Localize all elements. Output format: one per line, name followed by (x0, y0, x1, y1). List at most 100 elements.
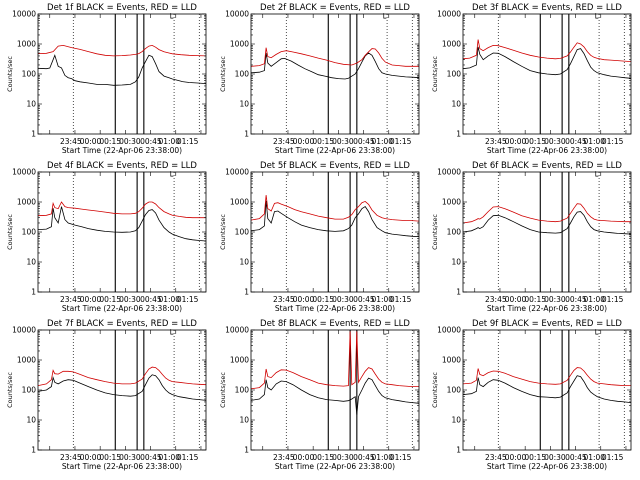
x-tick-label: 00:45 (353, 137, 375, 146)
x-tick-label: 01:00 (583, 295, 605, 304)
y-tick-label: 1 (456, 446, 461, 455)
x-tick-label: 00:15 (99, 453, 121, 462)
y-tick-label: 100 (235, 386, 250, 395)
x-tick-label: 00:00 (505, 137, 527, 146)
x-tick-label: 00:30 (119, 137, 141, 146)
y-tick-label: 1000 (17, 198, 36, 207)
panel-title: Det 3f BLACK = Events, RED = LLD (472, 3, 622, 13)
events-series-line (250, 377, 420, 415)
lld-series-line (37, 44, 207, 57)
x-tick-label: 01:15 (602, 295, 624, 304)
corner-marker: └ (593, 13, 599, 24)
x-tick-label: 00:15 (312, 453, 334, 462)
y-axis-label: Counts/sec (219, 372, 227, 408)
x-tick-label: 01:00 (371, 295, 393, 304)
y-tick-label: 1000 (230, 40, 249, 49)
y-tick-label: 10 (239, 100, 249, 109)
panel-title: Det 9f BLACK = Events, RED = LLD (472, 319, 622, 329)
corner-marker: └ (168, 171, 174, 182)
y-tick-label: 10 (26, 100, 36, 109)
events-series-line (462, 211, 632, 235)
x-tick-label: 00:00 (80, 453, 102, 462)
corner-marker: └ (593, 329, 599, 340)
y-tick-label: 100 (22, 228, 37, 237)
x-tick-label: 00:45 (140, 137, 162, 146)
y-tick-label: 10000 (12, 168, 36, 177)
x-axis-label: Start Time (22-Apr-06 23:38:00) (275, 304, 395, 313)
panel-title: Det 1f BLACK = Events, RED = LLD (47, 3, 197, 13)
corner-marker: └ (168, 329, 174, 340)
y-tick-label: 10 (239, 258, 249, 267)
y-tick-label: 1000 (17, 40, 36, 49)
events-series-line (37, 206, 207, 242)
events-series-line (462, 46, 632, 79)
plot-frame (250, 13, 420, 135)
y-axis-label: Counts/sec (6, 214, 14, 250)
y-tick-label: 100 (447, 70, 462, 79)
x-tick-label: 01:15 (602, 453, 624, 462)
panel-title: Det 7f BLACK = Events, RED = LLD (47, 319, 197, 329)
y-tick-label: 1 (244, 288, 249, 297)
panel-title: Det 2f BLACK = Events, RED = LLD (260, 3, 410, 13)
panel-title: Det 8f BLACK = Events, RED = LLD (260, 319, 410, 329)
y-axis-label: Counts/sec (6, 372, 14, 408)
x-tick-label: 00:45 (140, 295, 162, 304)
events-series-line (250, 52, 420, 80)
lld-series-line (462, 39, 632, 62)
y-tick-label: 1 (456, 288, 461, 297)
x-tick-label: 23:45 (60, 295, 82, 304)
x-tick-label: 01:00 (583, 137, 605, 146)
x-tick-label: 23:45 (60, 137, 82, 146)
y-tick-label: 1000 (442, 40, 461, 49)
y-tick-label: 10000 (437, 10, 461, 19)
events-series-line (37, 374, 207, 401)
y-tick-label: 10000 (437, 168, 461, 177)
corner-marker: └ (381, 329, 387, 340)
x-axis-label: Start Time (22-Apr-06 23:38:00) (487, 462, 607, 471)
corner-marker: └ (593, 171, 599, 182)
x-tick-label: 01:15 (390, 295, 412, 304)
x-tick-label: 23:45 (485, 295, 507, 304)
y-tick-label: 1 (31, 446, 36, 455)
plot-frame (250, 329, 420, 451)
detector-panel-8: Det 8f BLACK = Events, RED = LLD 1 10 100 10… (219, 319, 420, 471)
x-tick-label: 23:45 (273, 295, 295, 304)
x-tick-label: 00:45 (565, 295, 587, 304)
x-axis-label: Start Time (22-Apr-06 23:38:00) (62, 146, 182, 155)
x-tick-label: 01:00 (371, 137, 393, 146)
y-tick-label: 100 (235, 70, 250, 79)
y-tick-label: 1 (244, 130, 249, 139)
y-tick-label: 10000 (12, 326, 36, 335)
events-series-line (462, 375, 632, 403)
x-tick-label: 00:00 (293, 137, 315, 146)
x-tick-label: 00:15 (524, 295, 546, 304)
x-tick-label: 00:15 (524, 453, 546, 462)
y-tick-label: 1000 (442, 356, 461, 365)
x-tick-label: 00:30 (332, 137, 354, 146)
x-tick-label: 01:15 (390, 453, 412, 462)
x-axis-label: Start Time (22-Apr-06 23:38:00) (487, 304, 607, 313)
detector-panel-4: Det 4f BLACK = Events, RED = LLD 1 10 100 10… (6, 161, 207, 313)
corner-marker: └ (168, 13, 174, 24)
y-tick-label: 10 (451, 416, 461, 425)
x-tick-label: 00:00 (80, 137, 102, 146)
x-tick-label: 00:00 (505, 295, 527, 304)
x-tick-label: 00:45 (565, 453, 587, 462)
x-tick-label: 01:15 (177, 137, 199, 146)
x-tick-label: 00:00 (80, 295, 102, 304)
panel-title: Det 4f BLACK = Events, RED = LLD (47, 161, 197, 171)
events-series-line (250, 200, 420, 237)
y-tick-label: 10000 (225, 10, 249, 19)
y-axis-label: Counts/sec (431, 56, 439, 92)
x-tick-label: 23:45 (273, 137, 295, 146)
x-tick-label: 00:15 (312, 295, 334, 304)
detector-panel-5: Det 5f BLACK = Events, RED = LLD 1 10 100 10… (219, 161, 420, 313)
y-tick-label: 1000 (230, 356, 249, 365)
detector-panel-2: Det 2f BLACK = Events, RED = LLD 1 10 100 10… (219, 3, 420, 155)
plot-frame (250, 171, 420, 293)
x-tick-label: 00:30 (119, 295, 141, 304)
detector-panel-7: Det 7f BLACK = Events, RED = LLD 1 10 100 10… (6, 319, 207, 471)
x-tick-label: 01:00 (583, 453, 605, 462)
panel-title: Det 5f BLACK = Events, RED = LLD (260, 161, 410, 171)
detector-panel-1: Det 1f BLACK = Events, RED = LLD 1 10 100 10… (6, 3, 207, 155)
